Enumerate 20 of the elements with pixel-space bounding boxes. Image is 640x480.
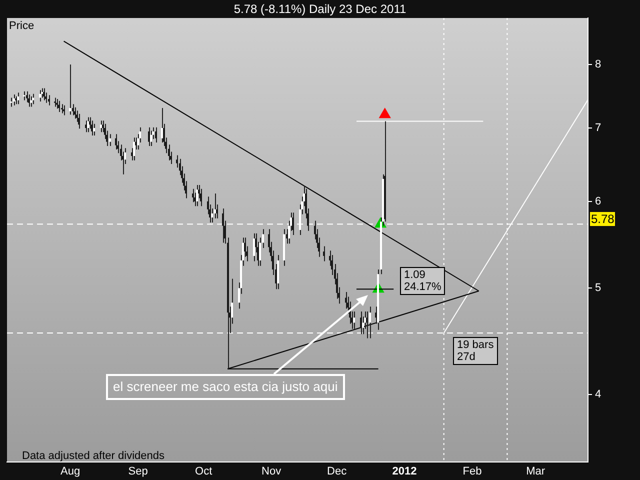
x-tick-label: Aug bbox=[60, 466, 80, 478]
text: 5.78 bbox=[590, 212, 616, 226]
y-tick-label: 8 bbox=[595, 58, 602, 70]
x-tick-label: Sep bbox=[128, 466, 148, 478]
x-tick-label: Mar bbox=[526, 466, 546, 478]
chart-title: 5.78 (-8.11%) Daily 23 Dec 2011 bbox=[232, 1, 408, 18]
annotation: 19 bars 27d bbox=[453, 337, 498, 365]
annotation: el screneer me saco esta cia justo aqui bbox=[106, 374, 345, 400]
x-tick-label: Dec bbox=[327, 466, 348, 478]
y-tick-label: 7 bbox=[595, 122, 602, 134]
y-tick-label: 4 bbox=[595, 388, 602, 400]
y-tick-label: 5 bbox=[595, 282, 602, 294]
x-tick-label: Oct bbox=[195, 466, 212, 478]
annotation: 1.09 24.17% bbox=[400, 267, 446, 295]
x-tick-label: Feb bbox=[462, 466, 482, 478]
x-tick-label: Nov bbox=[262, 466, 282, 478]
annotation: Data adjusted after dividends bbox=[22, 450, 164, 462]
y-axis-title: Price bbox=[9, 20, 34, 32]
y-tick-label: 6 bbox=[595, 195, 602, 208]
x-tick-label: 2012 bbox=[392, 466, 417, 478]
